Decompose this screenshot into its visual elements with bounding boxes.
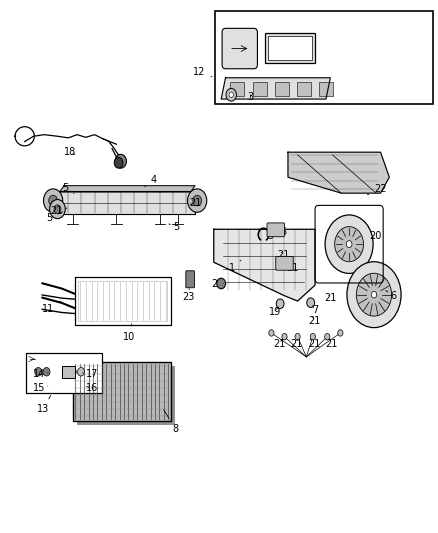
- FancyBboxPatch shape: [186, 271, 194, 288]
- Text: 21: 21: [50, 206, 67, 216]
- Bar: [268, 36, 312, 60]
- Text: 9: 9: [268, 231, 274, 241]
- Text: 11: 11: [42, 301, 61, 314]
- Text: 3: 3: [247, 92, 254, 102]
- Text: 5: 5: [169, 222, 179, 232]
- Circle shape: [35, 368, 42, 376]
- FancyBboxPatch shape: [34, 356, 49, 362]
- Text: 19: 19: [269, 306, 281, 317]
- Circle shape: [115, 155, 127, 168]
- Circle shape: [49, 195, 57, 206]
- Circle shape: [269, 330, 274, 336]
- Text: 4: 4: [145, 175, 156, 187]
- Bar: [62, 367, 75, 378]
- Circle shape: [193, 195, 201, 206]
- Text: 16: 16: [86, 383, 99, 393]
- Circle shape: [49, 199, 65, 219]
- Text: 21: 21: [325, 338, 338, 349]
- Bar: [253, 82, 267, 96]
- Circle shape: [371, 292, 377, 298]
- Text: 17: 17: [83, 369, 99, 379]
- Text: 15: 15: [32, 383, 48, 393]
- Circle shape: [295, 334, 300, 340]
- Text: 21: 21: [308, 338, 320, 349]
- Bar: [77, 367, 175, 425]
- Text: 21: 21: [308, 316, 320, 326]
- Circle shape: [338, 330, 343, 336]
- Bar: [78, 281, 167, 321]
- Bar: [275, 82, 289, 96]
- Circle shape: [325, 215, 373, 273]
- Bar: [227, 39, 235, 58]
- Circle shape: [54, 205, 61, 213]
- Text: 6: 6: [386, 290, 397, 301]
- Circle shape: [78, 368, 85, 376]
- Text: 14: 14: [32, 369, 48, 379]
- Text: 10: 10: [124, 324, 136, 342]
- Text: 1: 1: [229, 260, 241, 272]
- Bar: [265, 33, 315, 63]
- Text: 2: 2: [212, 279, 223, 288]
- Polygon shape: [221, 78, 330, 99]
- Circle shape: [69, 368, 76, 376]
- Circle shape: [229, 92, 233, 98]
- Circle shape: [187, 189, 207, 212]
- Circle shape: [43, 189, 63, 212]
- FancyBboxPatch shape: [69, 355, 92, 362]
- FancyBboxPatch shape: [222, 28, 258, 69]
- Bar: [319, 82, 333, 96]
- Text: 21: 21: [273, 338, 286, 349]
- Circle shape: [282, 334, 287, 340]
- Circle shape: [347, 262, 401, 328]
- Circle shape: [357, 273, 392, 316]
- Polygon shape: [214, 229, 315, 301]
- Polygon shape: [55, 191, 195, 214]
- Text: 7: 7: [312, 305, 318, 315]
- Text: 21: 21: [286, 263, 299, 272]
- Circle shape: [226, 88, 237, 101]
- Circle shape: [217, 278, 226, 289]
- Circle shape: [276, 299, 284, 309]
- Text: 18: 18: [64, 147, 77, 157]
- Text: 21: 21: [290, 338, 303, 349]
- Bar: [26, 353, 102, 393]
- Text: 22: 22: [367, 184, 387, 195]
- FancyBboxPatch shape: [267, 223, 285, 237]
- FancyBboxPatch shape: [276, 256, 293, 270]
- Bar: [297, 82, 311, 96]
- Text: 5: 5: [276, 228, 287, 238]
- Polygon shape: [60, 185, 195, 192]
- Text: 8: 8: [164, 410, 178, 434]
- Text: 5: 5: [62, 183, 74, 193]
- Bar: [73, 362, 171, 421]
- Circle shape: [43, 368, 50, 376]
- Text: 21: 21: [324, 293, 336, 303]
- Circle shape: [325, 334, 330, 340]
- Circle shape: [335, 227, 364, 262]
- Circle shape: [310, 334, 315, 340]
- Circle shape: [114, 158, 123, 168]
- Bar: [75, 277, 171, 325]
- Bar: [230, 82, 244, 96]
- Polygon shape: [288, 152, 389, 193]
- Circle shape: [346, 241, 352, 248]
- Text: 23: 23: [182, 289, 194, 302]
- Text: 21: 21: [189, 198, 201, 208]
- Text: 20: 20: [369, 231, 381, 241]
- Text: 21: 21: [277, 250, 290, 260]
- Text: 5: 5: [46, 212, 63, 223]
- Text: 13: 13: [36, 395, 51, 414]
- Text: 12: 12: [193, 68, 212, 77]
- Circle shape: [307, 298, 314, 308]
- Bar: [215, 11, 433, 104]
